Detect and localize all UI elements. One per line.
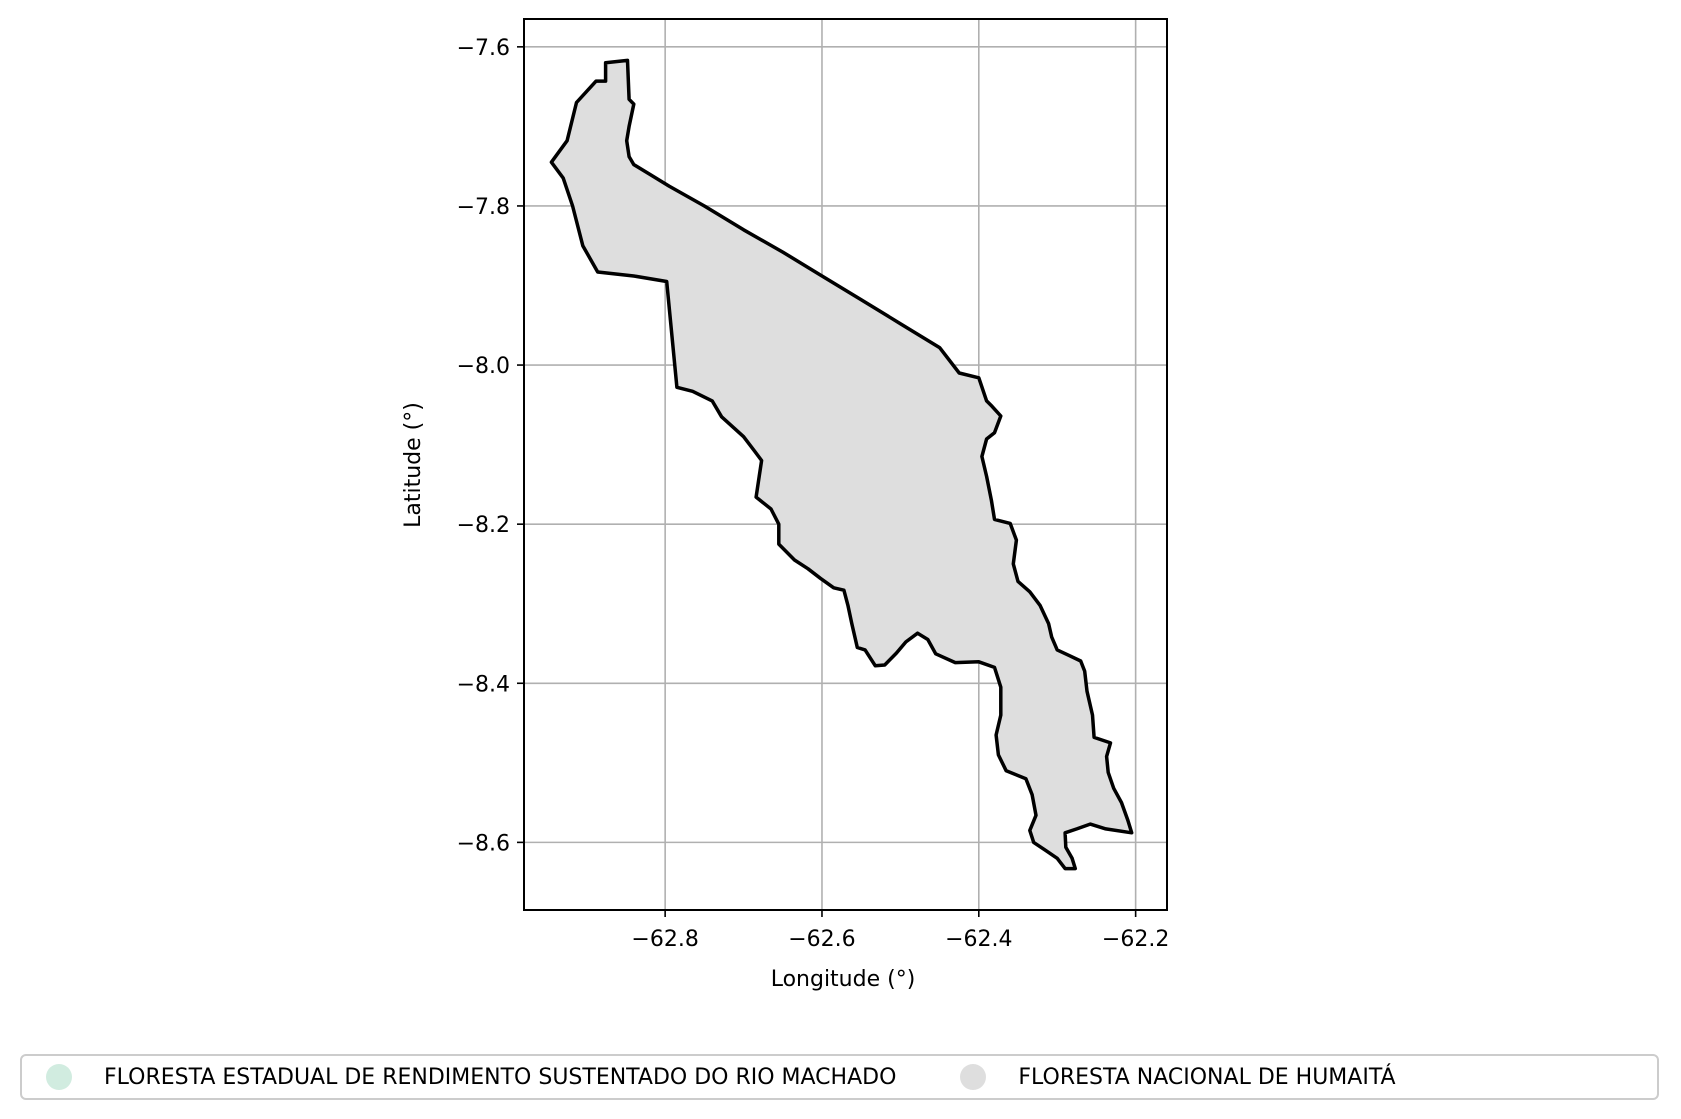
y-tick-label-1: −7.8 xyxy=(457,195,510,220)
x-tick-label-0: −62.8 xyxy=(631,927,698,952)
y-ticks: −7.6 −7.8 −8.0 −8.2 −8.4 −8.6 xyxy=(457,36,524,856)
legend-label-humaita: FLORESTA NACIONAL DE HUMAITÁ xyxy=(1018,1064,1396,1090)
x-tick-label-3: −62.2 xyxy=(1102,927,1169,952)
y-tick-label-3: −8.2 xyxy=(457,513,510,538)
axes-frame xyxy=(523,18,1168,911)
y-tick-label-5: −8.6 xyxy=(457,831,510,856)
legend-marker-rio-machado xyxy=(46,1064,72,1090)
x-tick-label-1: −62.6 xyxy=(788,927,855,952)
y-tick-label-0: −7.6 xyxy=(457,36,510,61)
legend-label-rio-machado: FLORESTA ESTADUAL DE RENDIMENTO SUSTENTA… xyxy=(104,1064,897,1090)
legend-marker-humaita xyxy=(960,1064,987,1090)
polygon-layer xyxy=(549,58,1134,871)
legend: FLORESTA ESTADUAL DE RENDIMENTO SUSTENTA… xyxy=(20,1054,1659,1100)
legend-item-humaita: FLORESTA NACIONAL DE HUMAITÁ xyxy=(896,1064,1396,1090)
y-tick-label-4: −8.4 xyxy=(457,672,510,697)
y-axis-label: Latitude (°) xyxy=(401,402,426,528)
y-tick-label-2: −8.0 xyxy=(457,354,510,379)
x-tick-label-2: −62.4 xyxy=(945,927,1012,952)
region-polygon-1 xyxy=(549,58,1134,871)
x-axis-label: Longitude (°) xyxy=(771,967,916,992)
legend-item-rio-machado: FLORESTA ESTADUAL DE RENDIMENTO SUSTENTA… xyxy=(22,1064,896,1090)
x-ticks: −62.8 −62.6 −62.4 −62.2 xyxy=(631,910,1169,952)
